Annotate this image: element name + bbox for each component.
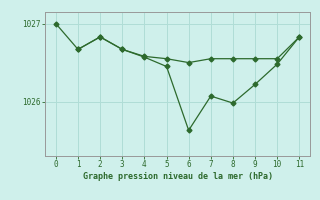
X-axis label: Graphe pression niveau de la mer (hPa): Graphe pression niveau de la mer (hPa) <box>83 172 273 181</box>
